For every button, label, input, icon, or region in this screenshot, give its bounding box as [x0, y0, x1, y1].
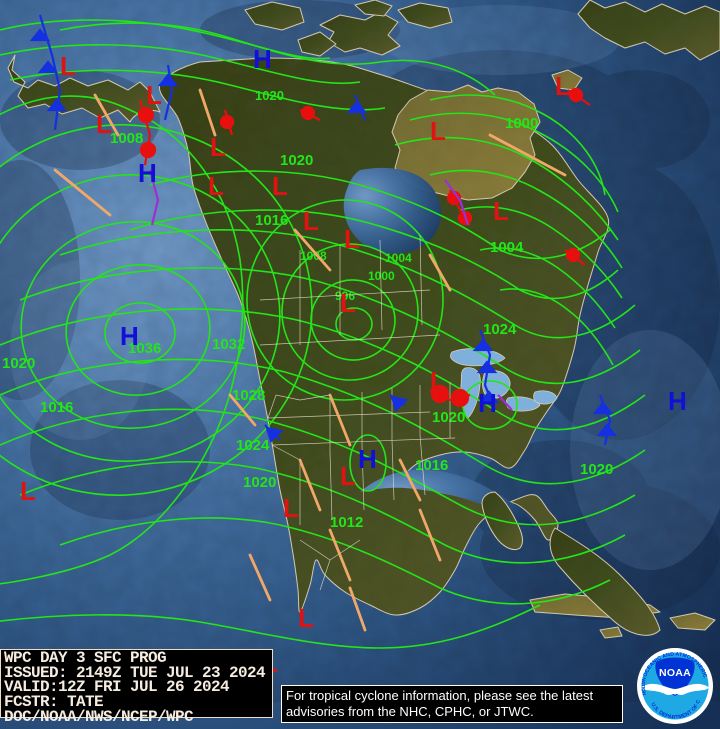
- svg-text:H: H: [668, 386, 687, 416]
- svg-text:1024: 1024: [483, 321, 517, 338]
- svg-text:L: L: [340, 461, 356, 491]
- svg-text:L: L: [430, 366, 446, 396]
- svg-text:L: L: [303, 206, 319, 236]
- svg-text:L: L: [60, 51, 76, 81]
- svg-text:L: L: [283, 493, 299, 523]
- svg-text:L: L: [340, 288, 356, 318]
- svg-text:1000: 1000: [368, 269, 395, 283]
- svg-text:L: L: [430, 116, 446, 146]
- svg-text:L: L: [555, 71, 571, 101]
- svg-text:H: H: [253, 44, 272, 74]
- svg-text:L: L: [493, 196, 509, 226]
- svg-text:1020: 1020: [2, 355, 35, 372]
- svg-text:1004: 1004: [385, 251, 412, 265]
- svg-text:L: L: [208, 171, 224, 201]
- svg-text:L: L: [272, 171, 288, 201]
- svg-text:L: L: [210, 132, 226, 162]
- svg-text:1020: 1020: [280, 152, 313, 169]
- svg-text:NOAA: NOAA: [659, 667, 691, 679]
- svg-text:H: H: [120, 321, 139, 351]
- svg-text:H: H: [478, 388, 497, 418]
- svg-text:1016: 1016: [255, 212, 288, 229]
- svg-text:1020: 1020: [255, 88, 284, 103]
- svg-text:L: L: [344, 224, 360, 254]
- svg-text:1012: 1012: [330, 514, 363, 531]
- svg-text:L: L: [96, 109, 112, 139]
- svg-text:1004: 1004: [490, 239, 524, 256]
- svg-text:1020: 1020: [243, 474, 276, 491]
- svg-text:H: H: [358, 444, 377, 474]
- svg-text:L: L: [298, 603, 314, 633]
- svg-text:1020: 1020: [432, 409, 465, 426]
- svg-text:1032: 1032: [212, 336, 245, 353]
- svg-text:H: H: [138, 158, 157, 188]
- svg-text:L: L: [146, 80, 162, 110]
- svg-text:1016: 1016: [40, 399, 73, 416]
- svg-text:1024: 1024: [236, 437, 270, 454]
- svg-text:1000: 1000: [505, 115, 538, 132]
- svg-text:1020: 1020: [580, 461, 613, 478]
- svg-text:1016: 1016: [415, 457, 448, 474]
- svg-text:L: L: [20, 476, 36, 506]
